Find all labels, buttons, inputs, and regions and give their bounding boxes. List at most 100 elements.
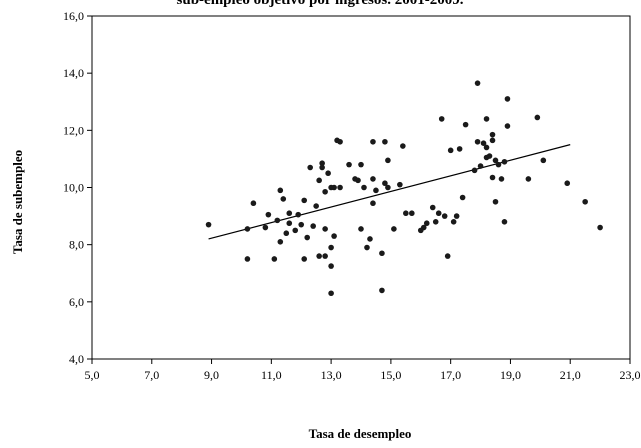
data-point [486,153,493,159]
data-point [597,224,603,231]
data-point [462,121,469,128]
plot-area-frame [91,15,631,360]
data-point [432,219,439,225]
data-point [498,176,505,182]
data-point [304,234,311,241]
data-point [400,143,406,149]
data-point [301,256,308,262]
data-point [492,157,499,164]
x-tick-label: 9,0 [204,368,219,382]
data-point [262,224,269,231]
data-point [346,161,352,168]
data-point [504,123,511,129]
data-points [205,80,603,297]
data-point [316,177,322,184]
data-point [292,227,299,234]
data-point [265,211,272,218]
data-point [322,188,328,195]
data-point [250,200,257,207]
x-tick-label: 7,0 [144,368,159,382]
data-point [370,138,376,145]
data-point [435,210,442,217]
data-point [474,138,481,145]
data-point [456,146,463,152]
data-point [364,244,370,251]
data-point [382,180,388,187]
data-point [382,138,388,145]
data-point [501,158,508,165]
data-point [277,187,284,194]
x-tick-label: 11,0 [261,368,282,382]
data-point [328,244,334,251]
data-point [459,194,466,201]
data-point [316,253,322,259]
data-point [277,239,284,245]
data-point [301,197,308,204]
data-point [477,163,484,169]
data-point [205,221,212,228]
data-point [298,221,305,228]
data-point [373,187,379,194]
data-point [438,116,445,122]
data-point [337,184,343,191]
y-tick-label: 10,0 [63,181,84,195]
data-point [370,176,376,182]
data-point [471,167,478,174]
x-tick-label: 15,0 [380,368,401,382]
x-axis-ticks: 5,0 7,0 9,0 11,0 13,0 15,0 17,0 19,0 21,0 23,0 [85,359,641,382]
data-point [274,217,281,224]
y-axis-ticks: 4,0 6,0 8,0 10,0 12,0 14,0 16,0 [63,9,92,366]
data-point [495,161,502,168]
data-point [379,287,385,294]
data-point [525,176,532,182]
x-tick-label: 19,0 [500,368,521,382]
data-point [489,131,496,138]
y-tick-label: 12,0 [63,123,84,137]
data-point [286,220,293,227]
data-point [319,160,325,167]
data-point [483,116,490,122]
data-point [331,233,337,239]
x-tick-label: 5,0 [85,368,100,382]
data-point [244,226,251,232]
axes [91,15,631,360]
data-point [501,219,508,225]
data-point [310,223,316,229]
data-point [423,220,430,227]
data-point [450,219,457,225]
data-point [504,96,511,102]
data-point [534,114,541,121]
data-point [286,210,293,217]
data-point [283,230,290,237]
data-point [280,196,287,202]
x-tick-label: 21,0 [560,368,581,382]
data-point [370,200,376,207]
data-point [403,210,409,217]
data-point [441,213,448,219]
y-axis-title: Tasa de subempleo [10,150,25,254]
data-point [337,138,343,145]
data-point [391,226,397,232]
data-point [322,226,328,232]
data-point [444,253,451,259]
chart-title: sub-empleo objetivo por ingresos. 2001-2… [177,0,464,8]
data-point [331,184,337,191]
data-point [453,213,460,219]
y-tick-label: 8,0 [69,238,84,252]
data-point [307,164,313,171]
x-tick-label: 17,0 [440,368,461,382]
data-point [325,170,331,177]
data-point [385,157,391,164]
data-point [385,184,391,191]
x-tick-label: 23,0 [620,368,641,382]
y-tick-label: 16,0 [63,9,84,23]
data-point [582,198,588,205]
data-point [429,204,436,211]
data-point [322,253,328,259]
y-tick-label: 6,0 [69,295,84,309]
trendline [208,144,571,240]
trendline-group [208,144,571,240]
data-point [489,137,496,144]
